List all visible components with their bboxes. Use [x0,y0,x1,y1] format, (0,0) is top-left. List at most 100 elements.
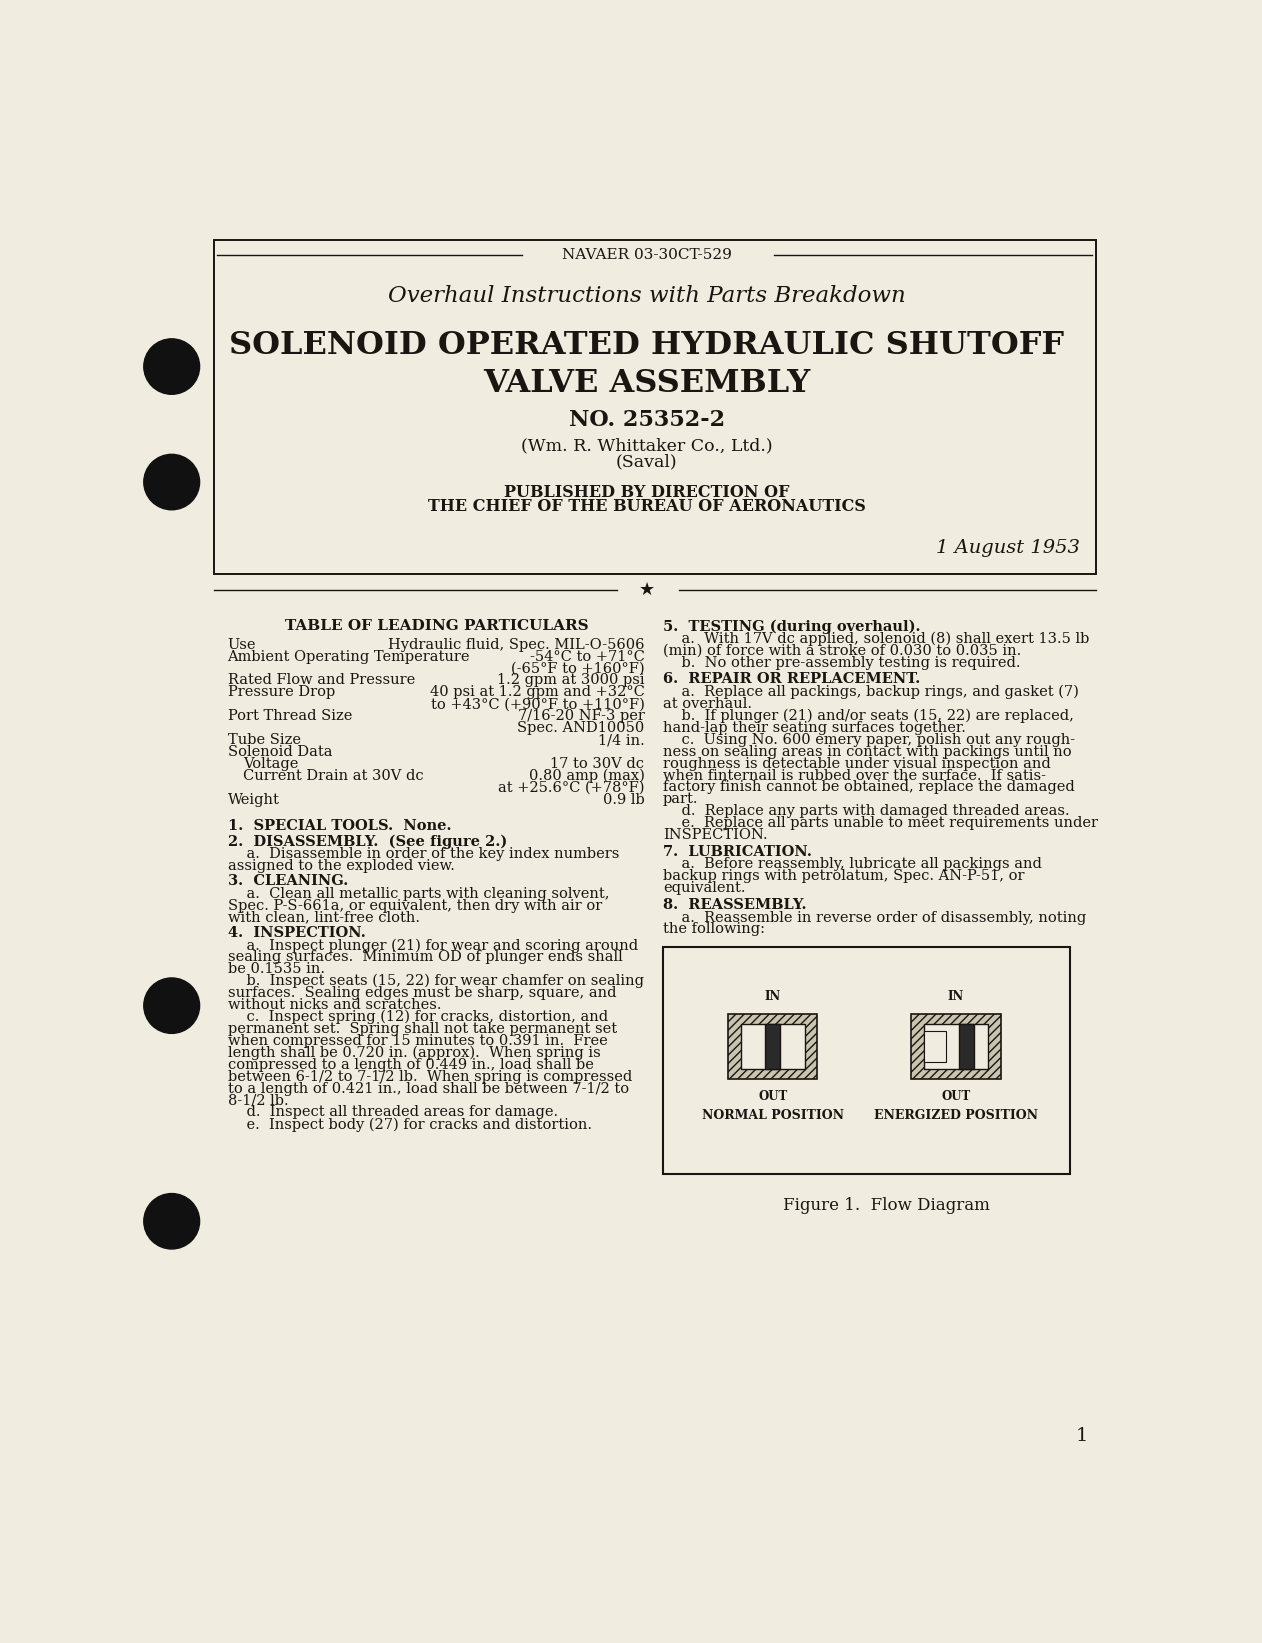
Text: 0.9 lb: 0.9 lb [603,794,645,807]
Text: Voltage: Voltage [244,757,298,771]
Text: -54°C to +71°C: -54°C to +71°C [530,649,645,664]
Text: IN: IN [948,991,964,1004]
Text: 0.80 amp (max): 0.80 amp (max) [529,769,645,784]
Text: 8-1/2 lb.: 8-1/2 lb. [227,1094,288,1107]
Text: permanent set.  Spring shall not take permanent set: permanent set. Spring shall not take per… [227,1022,617,1035]
Text: Port Thread Size: Port Thread Size [227,710,352,723]
Text: (-65°F to +160°F): (-65°F to +160°F) [511,662,645,675]
Text: IN: IN [765,991,781,1004]
Text: d.  Replace any parts with damaged threaded areas.: d. Replace any parts with damaged thread… [663,805,1070,818]
Bar [765,1025,780,1070]
Text: 8.  REASSEMBLY.: 8. REASSEMBLY. [663,897,806,912]
Text: compressed to a length of 0.449 in., load shall be: compressed to a length of 0.449 in., loa… [227,1058,593,1071]
Text: c.  Inspect spring (12) for cracks, distortion, and: c. Inspect spring (12) for cracks, disto… [227,1010,607,1024]
Text: NORMAL POSITION: NORMAL POSITION [702,1109,844,1122]
Text: Current Drain at 30V dc: Current Drain at 30V dc [244,769,424,782]
Text: a.  With 17V dc applied, solenoid (8) shall exert 13.5 lb: a. With 17V dc applied, solenoid (8) sha… [663,633,1089,646]
Text: 2.  DISASSEMBLY.  (See figure 2.): 2. DISASSEMBLY. (See figure 2.) [227,835,507,849]
Text: ★: ★ [639,582,655,598]
Text: Spec. P-S-661a, or equivalent, then dry with air or: Spec. P-S-661a, or equivalent, then dry … [227,899,602,912]
Text: b.  Inspect seats (15, 22) for wear chamfer on sealing: b. Inspect seats (15, 22) for wear chamf… [227,974,644,989]
Text: Tube Size: Tube Size [227,733,300,748]
Bar [924,1032,946,1063]
Text: ness on sealing areas in contact with packings until no: ness on sealing areas in contact with pa… [663,744,1071,759]
Text: when compressed for 15 minutes to 0.391 in.  Free: when compressed for 15 minutes to 0.391 … [227,1033,607,1048]
Text: with clean, lint-free cloth.: with clean, lint-free cloth. [227,910,419,925]
Text: a.  Inspect plunger (21) for wear and scoring around: a. Inspect plunger (21) for wear and sco… [227,938,637,953]
Text: factory finish cannot be obtained, replace the damaged: factory finish cannot be obtained, repla… [663,780,1075,795]
Text: to +43°C (+90°F to +110°F): to +43°C (+90°F to +110°F) [430,697,645,711]
Text: 1.2 gpm at 3000 psi: 1.2 gpm at 3000 psi [497,674,645,687]
Bar [663,946,1070,1173]
Text: a.  Before reassembly, lubricate all packings and: a. Before reassembly, lubricate all pack… [663,858,1042,871]
Text: b.  No other pre-assembly testing is required.: b. No other pre-assembly testing is requ… [663,656,1021,670]
Text: 4.  INSPECTION.: 4. INSPECTION. [227,925,365,940]
Text: a.  Replace all packings, backup rings, and gasket (7): a. Replace all packings, backup rings, a… [663,685,1079,700]
Text: a.  Clean all metallic parts with cleaning solvent,: a. Clean all metallic parts with cleanin… [227,887,610,900]
Text: SOLENOID OPERATED HYDRAULIC SHUTOFF: SOLENOID OPERATED HYDRAULIC SHUTOFF [230,330,1064,361]
Text: to a length of 0.421 in., load shall be between 7-1/2 to: to a length of 0.421 in., load shall be … [227,1081,628,1096]
Text: THE CHIEF OF THE BUREAU OF AERONAUTICS: THE CHIEF OF THE BUREAU OF AERONAUTICS [428,498,866,516]
Text: NO. 25352-2: NO. 25352-2 [569,409,724,432]
Text: sealing surfaces.  Minimum OD of plunger ends shall: sealing surfaces. Minimum OD of plunger … [227,950,622,964]
Text: at overhaul.: at overhaul. [663,697,752,711]
Text: a.  Disassemble in order of the key index numbers: a. Disassemble in order of the key index… [227,848,618,861]
Text: a.  Reassemble in reverse order of disassembly, noting: a. Reassemble in reverse order of disass… [663,910,1087,925]
Bar [911,1014,1001,1079]
Text: 1.  SPECIAL TOOLS.  None.: 1. SPECIAL TOOLS. None. [227,818,451,833]
Bar [741,1025,805,1070]
Text: be 0.1535 in.: be 0.1535 in. [227,963,324,976]
Text: 40 psi at 1.2 gpm and +32°C: 40 psi at 1.2 gpm and +32°C [429,685,645,700]
Text: NAVAER 03-30CT-529: NAVAER 03-30CT-529 [562,248,732,261]
Text: 1 August 1953: 1 August 1953 [936,539,1080,557]
Text: equivalent.: equivalent. [663,881,746,895]
Text: the following:: the following: [663,922,765,937]
Text: between 6-1/2 to 7-1/2 lb.  When spring is compressed: between 6-1/2 to 7-1/2 lb. When spring i… [227,1070,632,1084]
Text: Weight: Weight [227,794,279,807]
Text: TABLE OF LEADING PARTICULARS: TABLE OF LEADING PARTICULARS [285,619,588,633]
Bar [728,1014,818,1079]
Text: OUT: OUT [758,1091,787,1102]
Text: assigned to the exploded view.: assigned to the exploded view. [227,859,454,872]
Text: 1/4 in.: 1/4 in. [598,733,645,748]
Text: 7/16-20 NF-3 per: 7/16-20 NF-3 per [517,710,645,723]
Circle shape [144,338,199,394]
Text: Hydraulic fluid, Spec. MIL-O-5606: Hydraulic fluid, Spec. MIL-O-5606 [387,637,645,652]
Text: Overhaul Instructions with Parts Breakdown: Overhaul Instructions with Parts Breakdo… [387,284,906,307]
Text: (Wm. R. Whittaker Co., Ltd.): (Wm. R. Whittaker Co., Ltd.) [521,437,772,455]
Text: part.: part. [663,792,699,807]
Bar [728,1014,818,1079]
Bar [911,1014,1001,1079]
Text: d.  Inspect all threaded areas for damage.: d. Inspect all threaded areas for damage… [227,1106,558,1119]
Bar [924,1025,988,1070]
Text: without nicks and scratches.: without nicks and scratches. [227,997,440,1012]
Text: roughness is detectable under visual inspection and: roughness is detectable under visual ins… [663,756,1051,771]
Text: Spec. AND10050: Spec. AND10050 [517,721,645,734]
Text: when finternail is rubbed over the surface.  If satis-: when finternail is rubbed over the surfa… [663,769,1046,782]
Text: e.  Replace all parts unable to meet requirements under: e. Replace all parts unable to meet requ… [663,817,1098,830]
Text: Rated Flow and Pressure: Rated Flow and Pressure [227,674,415,687]
Text: b.  If plunger (21) and/or seats (15, 22) are replaced,: b. If plunger (21) and/or seats (15, 22)… [663,708,1074,723]
Text: OUT: OUT [941,1091,970,1102]
Text: surfaces.  Sealing edges must be sharp, square, and: surfaces. Sealing edges must be sharp, s… [227,986,616,1001]
Bar [959,1025,974,1070]
Circle shape [144,455,199,509]
Text: e.  Inspect body (27) for cracks and distortion.: e. Inspect body (27) for cracks and dist… [227,1117,592,1132]
Text: (Saval): (Saval) [616,453,678,470]
Text: backup rings with petrolatum, Spec. AN-P-51, or: backup rings with petrolatum, Spec. AN-P… [663,869,1025,884]
Bar [213,240,1095,575]
Text: Ambient Operating Temperature: Ambient Operating Temperature [227,649,469,664]
Text: PUBLISHED BY DIRECTION OF: PUBLISHED BY DIRECTION OF [504,483,790,501]
Text: c.  Using No. 600 emery paper, polish out any rough-: c. Using No. 600 emery paper, polish out… [663,733,1075,746]
Text: 17 to 30V dc: 17 to 30V dc [550,757,645,771]
Text: at +25.6°C (+78°F): at +25.6°C (+78°F) [498,780,645,795]
Circle shape [144,1193,199,1249]
Text: Use: Use [227,637,256,652]
Text: (min) of force with a stroke of 0.030 to 0.035 in.: (min) of force with a stroke of 0.030 to… [663,644,1021,657]
Text: 6.  REPAIR OR REPLACEMENT.: 6. REPAIR OR REPLACEMENT. [663,672,920,687]
Text: ENERGIZED POSITION: ENERGIZED POSITION [875,1109,1039,1122]
Text: 3.  CLEANING.: 3. CLEANING. [227,874,348,887]
Circle shape [144,978,199,1033]
Text: Solenoid Data: Solenoid Data [227,744,332,759]
Text: length shall be 0.720 in. (approx).  When spring is: length shall be 0.720 in. (approx). When… [227,1045,601,1060]
